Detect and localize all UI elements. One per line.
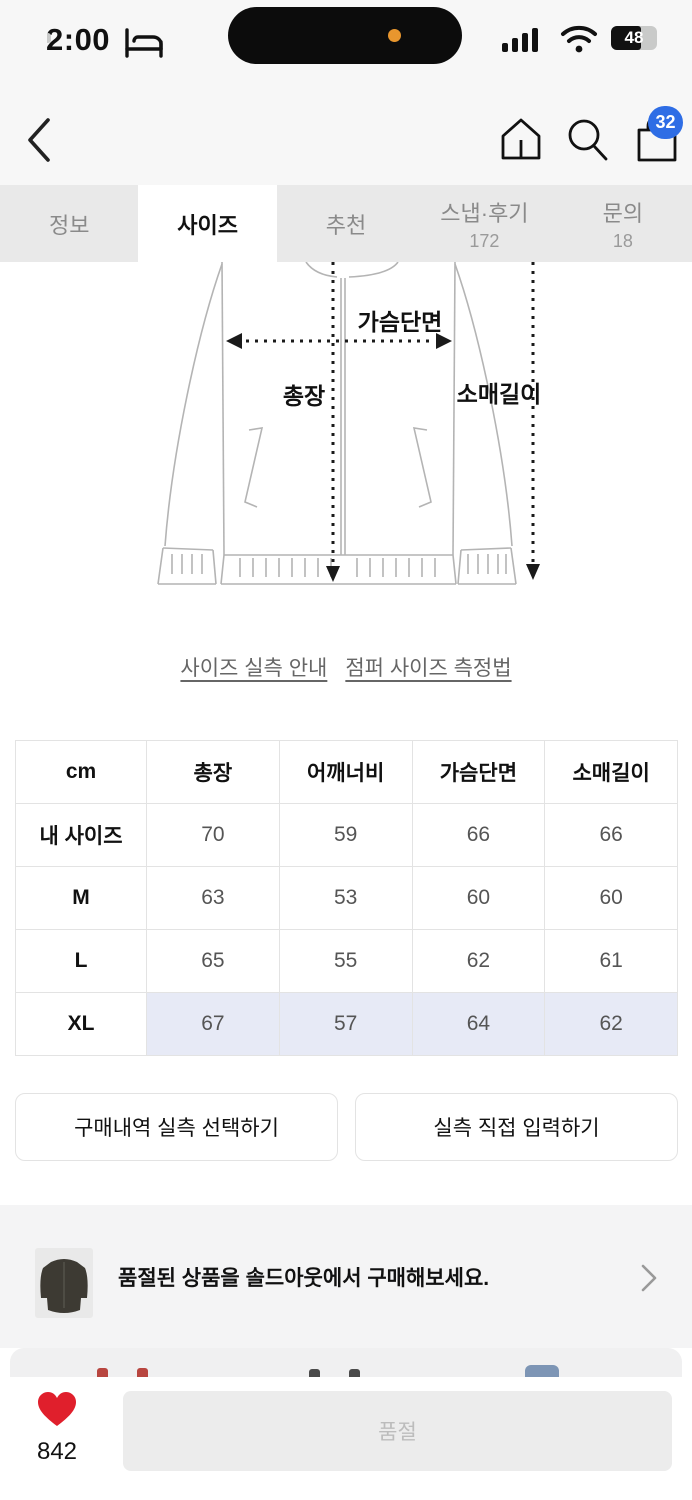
soldout-banner[interactable]: 품절된 상품을 솔드아웃에서 구매해보세요. xyxy=(0,1205,692,1348)
wifi-icon xyxy=(560,25,598,58)
size-table-header-row: cm 총장 어깨너비 가슴단면 소매길이 xyxy=(15,740,678,804)
mic-indicator-dot xyxy=(388,29,401,42)
manual-input-measure-button[interactable]: 실측 직접 입력하기 xyxy=(355,1093,678,1161)
size-guide-links: 사이즈 실측 안내 점퍼 사이즈 측정법 xyxy=(0,652,692,682)
like-count: 842 xyxy=(36,1438,78,1465)
clock-time: 2:00 xyxy=(46,22,111,57)
cellular-signal-icon xyxy=(502,27,544,58)
cell-value-highlighted: 62 xyxy=(544,992,678,1056)
related-products-preview xyxy=(10,1348,682,1377)
diagram-sleeve-label: 소매길이 xyxy=(457,381,542,407)
tab-recommend[interactable]: 추천 xyxy=(277,185,415,262)
cart-bag-icon[interactable]: 32 xyxy=(634,106,683,162)
size-table-col-chest: 가슴단면 xyxy=(411,740,546,804)
dynamic-island xyxy=(228,7,462,64)
tab-snap-reviews-label: 스냅·후기 xyxy=(440,200,529,226)
tab-info[interactable]: 정보 xyxy=(0,185,138,262)
bottom-action-bar: 842 품절 xyxy=(0,1377,692,1500)
home-icon[interactable] xyxy=(499,116,543,162)
tab-size-label: 사이즈 xyxy=(177,212,238,238)
soldout-button[interactable]: 품절 xyxy=(123,1391,672,1471)
status-bar: 2:00 48 xyxy=(0,0,692,90)
cell-value: 59 xyxy=(278,803,413,867)
product-tabs: 정보 사이즈 추천 스냅·후기 172 문의 18 xyxy=(0,185,692,262)
measure-guide-link[interactable]: 사이즈 실측 안내 xyxy=(180,657,328,680)
cell-value: 61 xyxy=(544,929,678,993)
tab-size[interactable]: 사이즈 xyxy=(138,185,277,262)
row-label-xl: XL xyxy=(15,992,147,1056)
table-row-m[interactable]: M 63 53 60 60 xyxy=(15,866,678,930)
row-label-l: L xyxy=(15,929,147,993)
cell-value: 65 xyxy=(146,929,280,993)
table-row-my-size: 내 사이즈 70 59 66 66 xyxy=(15,803,678,867)
search-icon[interactable] xyxy=(565,116,609,162)
back-button[interactable] xyxy=(24,116,68,162)
diagram-length-label: 총장 xyxy=(283,383,325,409)
cell-value: 62 xyxy=(411,929,546,993)
product-thumbnail xyxy=(35,1248,93,1318)
cell-value-highlighted: 64 xyxy=(411,992,546,1056)
heart-icon xyxy=(37,1391,77,1432)
table-row-xl-highlighted[interactable]: XL 67 57 64 62 xyxy=(15,992,678,1056)
product-peek xyxy=(137,1368,148,1377)
cart-badge: 32 xyxy=(648,106,683,139)
tab-inquiry-count: 18 xyxy=(612,230,633,251)
cell-value: 60 xyxy=(411,866,546,930)
battery-icon: 48 xyxy=(611,26,657,50)
cell-value: 66 xyxy=(411,803,546,867)
size-table-col-shoulder: 어깨너비 xyxy=(278,740,413,804)
product-peek xyxy=(309,1369,320,1377)
cell-value: 53 xyxy=(278,866,413,930)
size-table-col-sleeve: 소매길이 xyxy=(544,740,678,804)
soldout-banner-text: 품절된 상품을 솔드아웃에서 구매해보세요. xyxy=(118,1266,490,1290)
battery-percent: 48 xyxy=(624,28,644,47)
nav-bar: 32 xyxy=(0,90,692,185)
cell-value: 70 xyxy=(146,803,280,867)
bed-icon xyxy=(124,28,164,63)
tab-recommend-label: 추천 xyxy=(325,212,367,238)
row-label-m: M xyxy=(15,866,147,930)
cell-value: 63 xyxy=(146,866,280,930)
tab-snap-reviews[interactable]: 스냅·후기 172 xyxy=(415,185,553,262)
product-peek xyxy=(97,1368,108,1377)
cell-value: 66 xyxy=(544,803,678,867)
tab-info-label: 정보 xyxy=(48,212,90,238)
tab-inquiry-label: 문의 xyxy=(602,200,644,226)
size-table: cm 총장 어깨너비 가슴단면 소매길이 내 사이즈 70 59 66 66 M… xyxy=(15,740,678,1056)
tab-inquiry[interactable]: 문의 18 xyxy=(554,185,692,262)
battery-nub xyxy=(47,33,51,43)
product-peek xyxy=(525,1365,559,1377)
size-table-col-length: 총장 xyxy=(146,740,280,804)
cell-value-highlighted: 67 xyxy=(146,992,280,1056)
jacket-measurement-diagram: 가슴단면 총장 소매길이 xyxy=(157,262,542,585)
row-label-my-size: 내 사이즈 xyxy=(15,803,147,867)
cell-value-highlighted: 57 xyxy=(278,992,413,1056)
battery-fill xyxy=(611,26,641,50)
product-peek xyxy=(349,1369,360,1377)
cell-value: 60 xyxy=(544,866,678,930)
cell-value: 55 xyxy=(278,929,413,993)
size-table-unit-header: cm xyxy=(15,740,147,804)
table-row-l[interactable]: L 65 55 62 61 xyxy=(15,929,678,993)
tab-snap-reviews-count: 172 xyxy=(469,230,500,251)
select-purchase-measure-button[interactable]: 구매내역 실측 선택하기 xyxy=(15,1093,338,1161)
diagram-chest-label: 가슴단면 xyxy=(358,309,443,335)
jumper-method-link[interactable]: 점퍼 사이즈 측정법 xyxy=(345,657,512,680)
chevron-right-icon xyxy=(640,1263,658,1298)
like-button[interactable]: 842 xyxy=(24,1391,90,1466)
